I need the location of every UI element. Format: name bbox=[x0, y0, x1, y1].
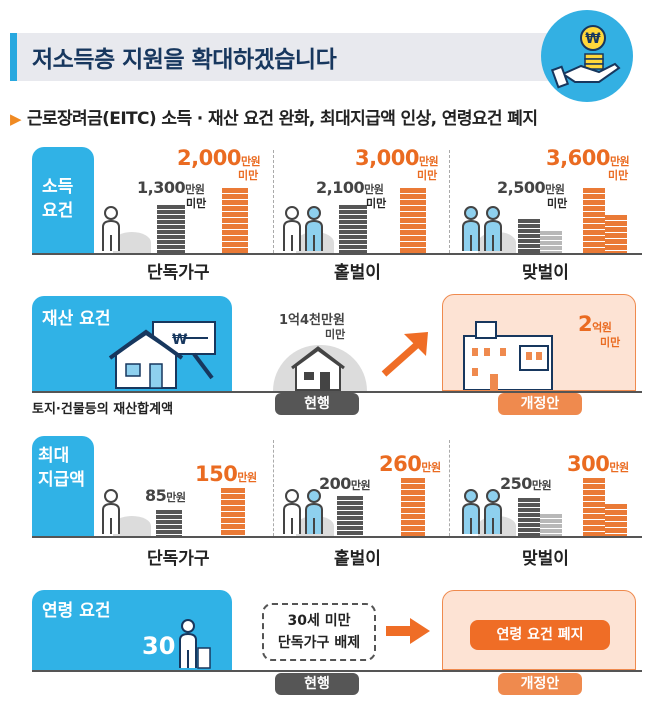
proposed-label: 개정안 bbox=[498, 393, 582, 415]
svg-text:₩: ₩ bbox=[172, 332, 188, 348]
income-under-label: 미만 bbox=[186, 197, 207, 210]
couple-icon bbox=[283, 206, 323, 251]
group-label-single-earner: 홑벌이 bbox=[334, 263, 381, 283]
maxpay-divider-2 bbox=[449, 440, 450, 536]
maxpay-bar-proposed-3b bbox=[605, 504, 627, 536]
single-person-icon bbox=[102, 206, 120, 251]
asset-proposed-value: 2억원 bbox=[578, 312, 612, 336]
age-tab-label: 연령 요건 bbox=[42, 601, 111, 621]
ground-mound bbox=[113, 516, 151, 536]
maxpay-current-1: 85만원 bbox=[145, 486, 186, 505]
group-label-dual-earner: 맞벌이 bbox=[522, 263, 569, 283]
age-baseline bbox=[32, 670, 642, 672]
couple-icon bbox=[283, 489, 323, 534]
income-tab-line2: 요건 bbox=[42, 201, 74, 221]
hand-coins-badge: ₩ bbox=[541, 10, 633, 102]
group-label-single: 단독가구 bbox=[147, 263, 210, 283]
ground-mound bbox=[113, 232, 151, 253]
subtitle-text: 근로장려금(EITC) 소득 · 재산 요건 완화, 최대지급액 인상, 연령요… bbox=[26, 109, 538, 129]
maxpay-bar-proposed-2 bbox=[401, 478, 425, 536]
proposed-label: 개정안 bbox=[498, 673, 582, 695]
small-house-icon bbox=[291, 346, 345, 391]
income-under-label: 미만 bbox=[547, 197, 568, 210]
asset-current-value: 1억4천만원 bbox=[279, 313, 345, 328]
asset-baseline bbox=[32, 391, 642, 393]
age-abolish-badge: 연령 요건 폐지 bbox=[470, 620, 610, 650]
income-under-label: 미만 bbox=[238, 169, 259, 182]
age-current-box: 30세 미만 단독가구 배제 bbox=[262, 603, 376, 661]
title-bar bbox=[10, 33, 555, 81]
svg-text:₩: ₩ bbox=[585, 31, 601, 47]
maxpay-bar-current-3a bbox=[518, 498, 540, 536]
income-bar-current-2 bbox=[339, 205, 367, 253]
couple-both-working-icon bbox=[462, 489, 502, 534]
page-title: 저소득층 지원을 확대하겠습니다 bbox=[32, 47, 337, 73]
maxpay-bar-proposed-3a bbox=[583, 478, 605, 536]
maxpay-bar-current-1 bbox=[156, 510, 182, 536]
maxpay-bar-current-3b bbox=[540, 514, 562, 536]
income-bar-proposed-1 bbox=[222, 188, 248, 253]
income-tab: 소득 요건 bbox=[32, 147, 94, 253]
young-person-icon bbox=[179, 619, 211, 669]
income-divider-2 bbox=[449, 150, 450, 253]
building-icon bbox=[463, 321, 553, 390]
income-baseline bbox=[32, 253, 642, 255]
income-current-2: 2,100만원 bbox=[316, 178, 384, 197]
income-tab-line1: 소득 bbox=[42, 177, 74, 197]
arrow-up-right-icon bbox=[381, 332, 428, 377]
age-value: 30 bbox=[142, 632, 176, 660]
house-document-icon: ₩ bbox=[108, 321, 216, 389]
age-current-line1: 30세 미만 bbox=[287, 613, 351, 629]
maxpay-baseline bbox=[32, 536, 642, 538]
maxpay-proposed-3: 300만원 bbox=[567, 452, 629, 476]
income-bar-proposed-2 bbox=[400, 188, 426, 253]
asset-current-under: 미만 bbox=[325, 328, 346, 341]
maxpay-current-2: 200만원 bbox=[319, 474, 371, 493]
income-under-label: 미만 bbox=[608, 169, 629, 182]
group-label-single: 단독가구 bbox=[147, 549, 210, 569]
income-current-1: 1,300만원 bbox=[137, 178, 205, 197]
maxpay-proposed-2: 260만원 bbox=[379, 452, 441, 476]
triangle-bullet-icon: ▶ bbox=[10, 110, 22, 128]
income-divider-1 bbox=[273, 150, 274, 253]
maxpay-divider-1 bbox=[273, 440, 274, 536]
maxpay-tab: 최대 지급액 bbox=[32, 436, 94, 536]
arrow-right-icon bbox=[386, 618, 430, 644]
current-label: 현행 bbox=[275, 393, 359, 415]
income-bar-proposed-3a bbox=[583, 188, 605, 253]
maxpay-tab-line1: 최대 bbox=[38, 446, 70, 466]
income-proposed-3: 3,600만원 bbox=[546, 146, 630, 170]
income-bar-current-3a bbox=[518, 219, 540, 253]
current-label: 현행 bbox=[275, 673, 359, 695]
income-current-3: 2,500만원 bbox=[497, 178, 565, 197]
asset-caption: 토지·건물등의 재산합계액 bbox=[32, 402, 174, 417]
maxpay-proposed-1: 150만원 bbox=[195, 462, 257, 486]
maxpay-bar-current-2 bbox=[337, 496, 363, 536]
income-bar-current-1 bbox=[157, 205, 185, 253]
maxpay-tab-line2: 지급액 bbox=[38, 470, 85, 490]
single-person-icon bbox=[102, 489, 120, 534]
subtitle: ▶ 근로장려금(EITC) 소득 · 재산 요건 완화, 최대지급액 인상, 연령… bbox=[10, 104, 538, 129]
income-under-label: 미만 bbox=[417, 169, 438, 182]
age-current-line2: 단독가구 배제 bbox=[277, 635, 361, 651]
income-proposed-1: 2,000만원 bbox=[177, 146, 261, 170]
income-bar-current-3b bbox=[540, 231, 562, 253]
income-proposed-2: 3,000만원 bbox=[355, 146, 439, 170]
maxpay-current-3: 250만원 bbox=[500, 474, 552, 493]
hand-holding-coins-icon: ₩ bbox=[550, 25, 621, 89]
asset-proposed-under: 미만 bbox=[600, 336, 621, 349]
group-label-dual-earner: 맞벌이 bbox=[522, 549, 569, 569]
group-label-single-earner: 홑벌이 bbox=[334, 549, 381, 569]
income-under-label: 미만 bbox=[366, 197, 387, 210]
income-bar-proposed-3b bbox=[605, 215, 627, 253]
asset-tab-label: 재산 요건 bbox=[42, 309, 111, 329]
age-tab: 연령 요건 30 bbox=[32, 590, 232, 670]
maxpay-bar-proposed-1 bbox=[221, 488, 245, 536]
couple-both-working-icon bbox=[462, 206, 502, 251]
